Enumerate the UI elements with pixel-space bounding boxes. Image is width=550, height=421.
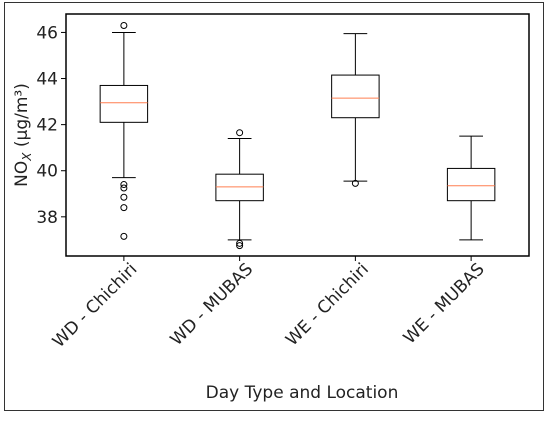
y-axis-title-unit: (µg/m³) (12, 83, 32, 152)
outlier-point (236, 239, 244, 247)
outlier-point (120, 184, 128, 192)
y-tick-label: 46 (36, 23, 58, 43)
box-1 (99, 22, 149, 240)
y-axis-ticks: 38 40 42 44 46 (36, 23, 66, 228)
outlier-point (236, 242, 244, 250)
iqr-box (446, 167, 496, 202)
box-3 (331, 33, 380, 187)
outlier-point (236, 129, 244, 137)
outlier-point (120, 22, 128, 30)
y-tick-label: 38 (36, 208, 58, 228)
outlier-point (120, 204, 128, 212)
chart-marks (99, 22, 496, 250)
iqr-box (215, 173, 264, 202)
y-axis-title-subscript: X (20, 152, 34, 162)
y-axis-title-main: NO (12, 161, 32, 187)
box-4 (446, 135, 496, 241)
outlier-point (120, 193, 128, 201)
outlier-point (120, 181, 128, 189)
x-tick-label: WE - MUBAS (400, 259, 489, 348)
y-tick-label: 42 (36, 116, 58, 136)
plot-area (65, 13, 530, 257)
x-axis-title: Day Type and Location (206, 383, 399, 403)
box-2 (215, 129, 264, 250)
x-tick-label: WD - Chichiri (49, 259, 141, 351)
iqr-box (331, 74, 380, 119)
outlier-point (120, 232, 128, 240)
y-tick-label: 44 (36, 70, 58, 90)
y-tick-label: 40 (36, 162, 58, 182)
x-tick-label: WE - Chichiri (282, 259, 373, 350)
y-axis-title: NOX (µg/m³) (12, 83, 34, 187)
figure-frame (4, 2, 544, 411)
iqr-box (99, 84, 149, 123)
x-axis-ticks: WD - Chichiri WD - MUBAS WE - Chichiri WE -… (49, 256, 489, 352)
outlier-point (351, 179, 359, 187)
x-tick-label: WD - MUBAS (167, 259, 258, 350)
